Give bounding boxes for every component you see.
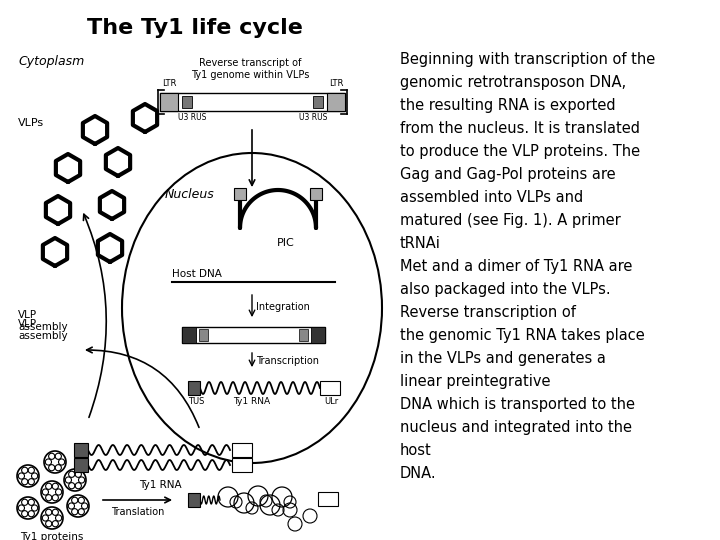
Bar [182, 96, 192, 108]
Text: Ty1 proteins: Ty1 proteins [20, 532, 84, 540]
Text: from the nucleus. It is translated: from the nucleus. It is translated [400, 121, 640, 136]
Text: Met and a dimer of Ty1 RNA are: Met and a dimer of Ty1 RNA are [400, 259, 632, 274]
Text: Integration: Integration [256, 302, 310, 312]
Bar [182, 327, 196, 343]
Text: nucleus and integrated into the: nucleus and integrated into the [400, 420, 632, 435]
Bar [327, 93, 345, 111]
Text: LTR: LTR [162, 79, 176, 88]
Text: AAA: AAA [234, 461, 250, 469]
Text: Cytoplasm: Cytoplasm [18, 55, 84, 68]
Text: to produce the VLP proteins. The: to produce the VLP proteins. The [400, 144, 640, 159]
Bar [160, 93, 345, 111]
Text: also packaged into the VLPs.: also packaged into the VLPs. [400, 282, 611, 297]
Text: Reverse transcript of
Ty1 genome within VLPs: Reverse transcript of Ty1 genome within … [191, 58, 309, 79]
Bar [160, 93, 178, 111]
Text: ULr: ULr [324, 397, 338, 406]
Text: The Ty1 life cycle: The Ty1 life cycle [87, 18, 303, 38]
Text: AAA: AAA [320, 495, 336, 503]
Text: the resulting RNA is exported: the resulting RNA is exported [400, 98, 616, 113]
Text: Beginning with transcription of the: Beginning with transcription of the [400, 52, 655, 67]
Text: assembled into VLPs and: assembled into VLPs and [400, 190, 583, 205]
Text: PIC: PIC [277, 238, 295, 248]
Text: Translation: Translation [112, 507, 165, 517]
Bar [188, 493, 200, 507]
Bar [74, 458, 88, 472]
Bar [299, 329, 308, 341]
Text: VLP
assembly: VLP assembly [18, 310, 68, 332]
Text: DNA.: DNA. [400, 466, 436, 481]
Bar [313, 96, 323, 108]
Bar [74, 443, 88, 457]
Text: AAA: AAA [322, 383, 338, 393]
Text: genomic retrotransposon DNA,: genomic retrotransposon DNA, [400, 75, 626, 90]
Text: Nucleus: Nucleus [165, 188, 215, 201]
Text: host: host [400, 443, 432, 458]
Bar [232, 458, 252, 472]
Text: matured (see Fig. 1). A primer: matured (see Fig. 1). A primer [400, 213, 621, 228]
Bar [234, 188, 246, 200]
Text: Gag and Gag-Pol proteins are: Gag and Gag-Pol proteins are [400, 167, 616, 182]
Text: AAA: AAA [234, 446, 250, 455]
Text: VLPs: VLPs [18, 118, 44, 128]
Bar [188, 381, 200, 395]
Text: VLP
assembly: VLP assembly [18, 319, 68, 341]
Bar [311, 327, 325, 343]
Text: U3 RUS: U3 RUS [178, 113, 206, 122]
Bar [318, 492, 338, 506]
Bar [310, 188, 322, 200]
Text: Reverse transcription of: Reverse transcription of [400, 305, 576, 320]
Bar [199, 329, 208, 341]
Text: Host DNA: Host DNA [172, 269, 222, 279]
Bar [182, 327, 325, 343]
Text: Ty1 RNA: Ty1 RNA [139, 480, 181, 490]
Text: Transcription: Transcription [256, 356, 319, 366]
Text: U3 RUS: U3 RUS [299, 113, 327, 122]
Text: tRNAi: tRNAi [400, 236, 441, 251]
Text: TUS: TUS [188, 397, 204, 406]
Text: LTR: LTR [329, 79, 343, 88]
Text: the genomic Ty1 RNA takes place: the genomic Ty1 RNA takes place [400, 328, 644, 343]
Text: in the VLPs and generates a: in the VLPs and generates a [400, 351, 606, 366]
Text: Ty1 RNA: Ty1 RNA [233, 397, 271, 406]
Bar [232, 443, 252, 457]
Bar [320, 381, 340, 395]
Text: DNA which is transported to the: DNA which is transported to the [400, 397, 635, 412]
Text: linear preintegrative: linear preintegrative [400, 374, 551, 389]
